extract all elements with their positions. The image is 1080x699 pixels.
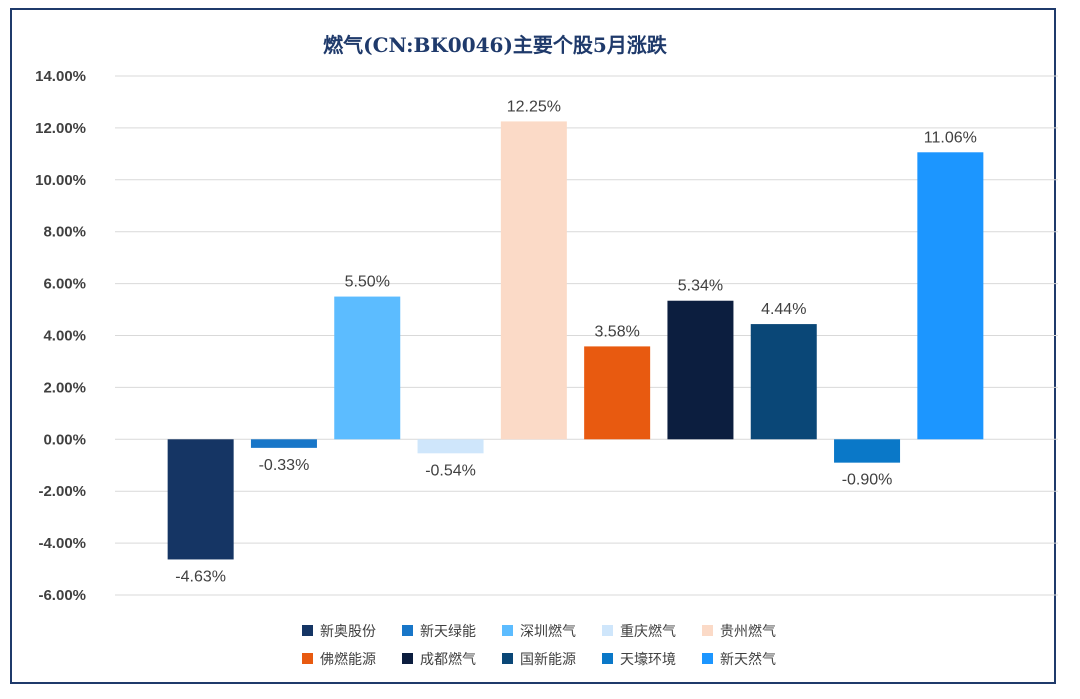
data-label: 3.58% xyxy=(594,323,639,340)
data-label: 4.44% xyxy=(761,301,806,318)
y-tick-label: 4.00% xyxy=(43,328,86,345)
y-tick-label: -4.00% xyxy=(38,535,86,552)
bar-1 xyxy=(167,439,234,560)
legend-label: 天壕环境 xyxy=(620,651,676,668)
y-tick-label: -2.00% xyxy=(38,483,86,500)
y-axis-ticks: -6.00% -4.00% -2.00% 0.00% 2.00% 4.00% 6.00% 8.… xyxy=(35,68,86,604)
legend-label: 新奥股份 xyxy=(320,623,376,640)
data-label: -0.33% xyxy=(259,457,310,474)
bar-2 xyxy=(250,439,317,448)
chart-frame: 燃气(CN:BK0046)主要个股5月涨跌 -6.00% -4.00% -2.00%… xyxy=(10,8,1058,684)
legend-label: 贵州燃气 xyxy=(720,623,776,640)
data-label: -0.54% xyxy=(425,462,476,479)
legend-swatch xyxy=(602,625,613,636)
legend-swatch xyxy=(302,625,313,636)
y-tick-label: -6.00% xyxy=(38,587,86,604)
legend-label: 深圳燃气 xyxy=(520,623,576,640)
legend-swatch xyxy=(402,625,413,636)
data-label: -4.63% xyxy=(175,568,226,585)
legend-swatch xyxy=(402,653,413,664)
data-label: 5.34% xyxy=(678,278,723,295)
legend-swatch xyxy=(502,653,513,664)
bar-5 xyxy=(500,121,567,440)
legend-swatch xyxy=(702,653,713,664)
legend-swatch xyxy=(502,625,513,636)
y-tick-label: 6.00% xyxy=(43,276,86,293)
y-tick-label: 0.00% xyxy=(43,431,86,448)
legend-label: 重庆燃气 xyxy=(620,623,676,640)
legend-label: 佛燃能源 xyxy=(320,651,376,668)
legend-swatch xyxy=(602,653,613,664)
legend-label: 新天绿能 xyxy=(420,624,476,640)
data-label: -0.90% xyxy=(842,472,893,489)
y-tick-label: 14.00% xyxy=(35,68,86,85)
data-labels: -4.63% -0.33% 5.50% -0.54% 12.25% 3.58% 5.34% 4… xyxy=(175,98,977,585)
y-tick-label: 8.00% xyxy=(43,224,86,241)
data-label: 11.06% xyxy=(924,129,977,146)
data-label: 12.25% xyxy=(507,98,561,115)
legend-label: 成都燃气 xyxy=(420,651,476,668)
bar-8 xyxy=(750,324,817,440)
bar-6 xyxy=(584,346,651,440)
legend-swatch xyxy=(702,625,713,636)
bars xyxy=(167,121,984,560)
chart-title: 燃气(CN:BK0046)主要个股5月涨跌 xyxy=(323,33,668,57)
bar-chart: 燃气(CN:BK0046)主要个股5月涨跌 -6.00% -4.00% -2.00%… xyxy=(35,33,1058,668)
gridlines xyxy=(115,75,1058,596)
bar-4 xyxy=(417,439,484,454)
bar-3 xyxy=(334,296,401,440)
data-label: 5.50% xyxy=(345,274,390,291)
bar-7 xyxy=(667,300,734,440)
y-tick-label: 12.00% xyxy=(35,120,86,137)
bar-10 xyxy=(917,152,984,440)
legend-label: 国新能源 xyxy=(520,652,576,668)
y-tick-label: 10.00% xyxy=(35,172,86,189)
bar-9 xyxy=(834,439,901,463)
legend-label: 新天然气 xyxy=(720,651,776,668)
y-tick-label: 2.00% xyxy=(43,379,86,396)
legend-swatch xyxy=(302,653,313,664)
